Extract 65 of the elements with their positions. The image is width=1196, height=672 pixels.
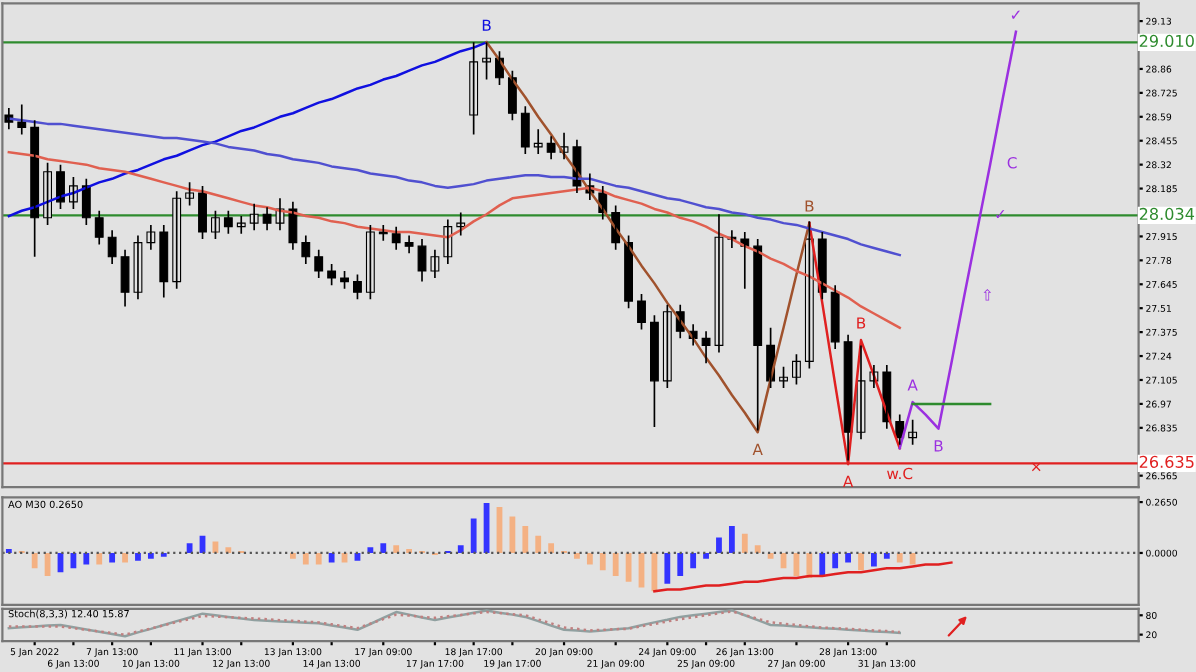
bar bbox=[664, 552, 671, 584]
bar bbox=[883, 552, 890, 559]
candlestick bbox=[223, 209, 233, 235]
candlestick bbox=[198, 185, 207, 240]
bar bbox=[522, 526, 529, 553]
candlestick bbox=[469, 41, 479, 136]
bar bbox=[909, 552, 916, 565]
bar bbox=[716, 537, 722, 553]
candlestick bbox=[211, 209, 220, 240]
bar bbox=[612, 552, 619, 576]
line-series bbox=[7, 117, 901, 257]
candlestick bbox=[327, 263, 337, 286]
bar bbox=[509, 516, 516, 553]
line-series bbox=[485, 41, 811, 434]
ref-line-label: 26.635 bbox=[1139, 455, 1194, 468]
bar bbox=[858, 552, 864, 571]
bar bbox=[586, 552, 593, 565]
bar bbox=[677, 552, 684, 576]
candlestick bbox=[365, 224, 375, 301]
bar bbox=[109, 552, 116, 563]
bar bbox=[845, 552, 851, 563]
bar bbox=[289, 552, 296, 559]
bar bbox=[832, 552, 839, 569]
candlestick bbox=[792, 353, 801, 386]
bar bbox=[380, 543, 387, 553]
bar bbox=[457, 545, 464, 553]
line-series bbox=[7, 41, 488, 218]
bar bbox=[367, 547, 374, 553]
bar bbox=[767, 552, 774, 559]
bar bbox=[896, 552, 903, 563]
bar bbox=[83, 552, 90, 565]
bar bbox=[186, 543, 193, 553]
ref-line-label: 28.034 bbox=[1139, 207, 1195, 220]
bar bbox=[302, 552, 309, 565]
bar bbox=[315, 552, 322, 565]
bar bbox=[728, 526, 735, 553]
bar bbox=[871, 552, 877, 567]
bar bbox=[135, 552, 141, 561]
bar bbox=[470, 518, 477, 553]
bar bbox=[690, 552, 697, 569]
bar bbox=[819, 552, 826, 576]
bar bbox=[741, 533, 748, 553]
candlestick bbox=[637, 293, 646, 331]
bar bbox=[393, 545, 400, 553]
bar bbox=[70, 552, 77, 569]
bar bbox=[147, 552, 154, 559]
bar bbox=[122, 552, 128, 563]
line-series bbox=[653, 561, 953, 593]
candlestick bbox=[353, 273, 362, 301]
ref-line-label: 29.010 bbox=[1139, 34, 1194, 48]
candlestick bbox=[779, 365, 788, 389]
bar bbox=[754, 545, 761, 553]
bar bbox=[96, 552, 103, 565]
bar bbox=[31, 552, 38, 569]
line-series bbox=[898, 30, 1018, 450]
line-series bbox=[7, 150, 901, 329]
bar bbox=[703, 552, 709, 559]
bar bbox=[535, 535, 542, 553]
bar bbox=[328, 552, 335, 563]
candlestick bbox=[185, 181, 195, 207]
bar bbox=[599, 552, 606, 571]
candlestick bbox=[649, 314, 659, 428]
bar bbox=[548, 543, 555, 553]
bar bbox=[225, 547, 232, 553]
bar bbox=[574, 552, 580, 559]
